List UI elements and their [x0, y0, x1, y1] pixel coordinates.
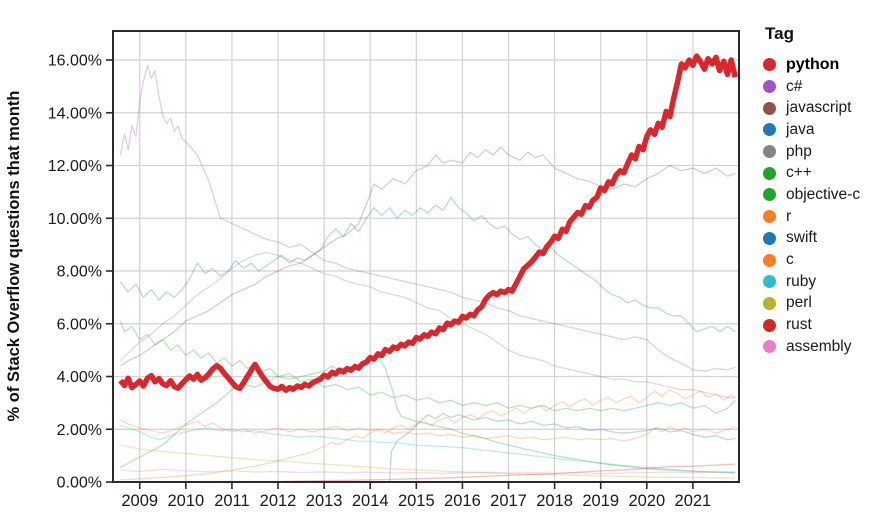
- legend-item-ruby[interactable]: ruby: [763, 271, 888, 293]
- legend-dot-icon: [763, 188, 776, 202]
- legend-label: swift: [786, 229, 817, 247]
- legend-label: c#: [786, 77, 803, 95]
- y-tick-label: 4.00%: [57, 369, 102, 386]
- legend-item-objective-c[interactable]: objective-c: [763, 184, 888, 206]
- series-line-swift[interactable]: [388, 412, 736, 482]
- x-tick-label: 2016: [444, 492, 481, 510]
- legend-item-swift[interactable]: swift: [763, 228, 888, 250]
- legend-dot-icon: [763, 318, 776, 332]
- y-tick-label: 10.00%: [48, 211, 102, 228]
- legend-dot-icon: [763, 275, 776, 289]
- legend-label: perl: [786, 294, 812, 312]
- legend-label: c: [786, 251, 794, 269]
- legend-label: php: [786, 142, 812, 160]
- legend-item-php[interactable]: php: [763, 141, 888, 163]
- legend-dot-icon: [763, 296, 776, 310]
- series-line-c[interactable]: [120, 419, 736, 442]
- series-line-perl[interactable]: [120, 444, 736, 479]
- legend-dot-icon: [763, 253, 776, 267]
- legend-item-r[interactable]: r: [763, 206, 888, 228]
- legend-label: java: [786, 120, 815, 138]
- legend-dot-icon: [763, 166, 776, 180]
- legend-dot-icon: [763, 210, 776, 224]
- x-tick-label: 2021: [675, 492, 712, 510]
- series-line-ruby[interactable]: [120, 424, 736, 474]
- legend-item-javascript[interactable]: javascript: [763, 97, 888, 119]
- legend-dot-icon: [763, 58, 776, 72]
- series-line-java[interactable]: [119, 196, 736, 333]
- series-line-javascript[interactable]: [120, 146, 736, 367]
- series-line-php[interactable]: [119, 251, 736, 399]
- legend-item-assembly[interactable]: assembly: [763, 336, 888, 358]
- legend-items: python c# javascript java php c++ objective-c r…: [763, 54, 888, 358]
- y-tick-label: 12.00%: [48, 158, 102, 175]
- legend-label: assembly: [786, 337, 852, 355]
- legend: Tag python c# javascript java php c++ objectiv…: [763, 24, 888, 358]
- legend-label: ruby: [786, 272, 817, 290]
- x-tick-label: 2013: [306, 492, 343, 510]
- x-tick-label: 2019: [582, 492, 619, 510]
- x-tick-label: 2011: [214, 492, 249, 510]
- x-tick-label: 2017: [490, 492, 527, 510]
- legend-label: objective-c: [786, 185, 861, 203]
- legend-item-python[interactable]: python: [763, 54, 888, 76]
- legend-dot-icon: [763, 145, 776, 159]
- legend-dot-icon: [763, 80, 776, 94]
- trend-chart-svg[interactable]: 0.00% 2.00% 4.00% 6.00% 8.00% 10.00% 12.00% 14.…: [0, 0, 760, 525]
- legend-item-c#[interactable]: c#: [763, 76, 888, 98]
- legend-label: c++: [786, 164, 812, 182]
- series-lines: [118, 53, 738, 483]
- x-tick-label: 2009: [121, 492, 158, 510]
- x-tick-label: 2010: [167, 492, 204, 510]
- legend-label: rust: [786, 316, 812, 334]
- legend-label: r: [786, 207, 792, 225]
- axis-tick-labels: 0.00% 2.00% 4.00% 6.00% 8.00% 10.00% 12.00% 14.…: [48, 53, 712, 510]
- legend-dot-icon: [763, 101, 776, 115]
- series-line-r[interactable]: [120, 389, 736, 481]
- legend-item-perl[interactable]: perl: [763, 293, 888, 315]
- x-tick-label: 2018: [536, 492, 573, 510]
- series-line-assembly[interactable]: [120, 468, 736, 475]
- series-line-rust[interactable]: [185, 463, 736, 483]
- legend-title: Tag: [765, 24, 794, 43]
- gridlines: [113, 31, 739, 483]
- axis-ticks: [106, 59, 694, 489]
- y-tick-label: 6.00%: [57, 316, 102, 333]
- chart-area: 0.00% 2.00% 4.00% 6.00% 8.00% 10.00% 12.00% 14.…: [0, 0, 760, 525]
- x-tick-label: 2015: [398, 492, 435, 510]
- plot-frame: [112, 30, 740, 483]
- series-line-objective-c[interactable]: [120, 356, 736, 474]
- y-tick-label: 14.00%: [48, 105, 102, 122]
- x-tick-label: 2014: [352, 492, 389, 510]
- legend-dot-icon: [763, 231, 776, 245]
- y-tick-label: 0.00%: [57, 475, 102, 492]
- plot-border: [112, 30, 740, 483]
- legend-dot-icon: [763, 340, 776, 354]
- legend-item-c++[interactable]: c++: [763, 162, 888, 184]
- legend-item-java[interactable]: java: [763, 119, 888, 141]
- x-tick-label: 2020: [628, 492, 665, 510]
- series-line-python[interactable]: [118, 53, 738, 393]
- legend-dot-icon: [763, 123, 776, 137]
- x-tick-label: 2012: [260, 492, 297, 510]
- legend-item-rust[interactable]: rust: [763, 314, 888, 336]
- legend-item-c[interactable]: c: [763, 249, 888, 271]
- y-tick-label: 16.00%: [48, 53, 102, 70]
- y-tick-label: 2.00%: [57, 422, 102, 439]
- series-line-c++[interactable]: [119, 320, 736, 415]
- y-axis-title: % of Stack Overflow questions that month: [5, 91, 23, 422]
- legend-label: python: [786, 55, 840, 73]
- series-line-c#[interactable]: [119, 64, 736, 372]
- y-tick-label: 8.00%: [57, 264, 102, 281]
- legend-label: javascript: [786, 99, 852, 117]
